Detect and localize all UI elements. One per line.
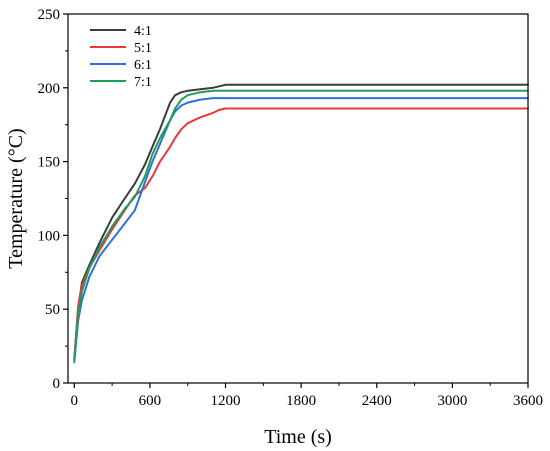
axes: 0 600 1200 1800 2400 3000 3600 0 50 100 150 200 250 (38, 7, 544, 409)
y-tick-label: 200 (38, 81, 61, 97)
series-line-7-1 (73, 89, 529, 362)
x-tick-label: 3600 (513, 393, 543, 409)
y-tick-label: 0 (53, 376, 61, 392)
legend-label: 7:1 (134, 75, 152, 90)
legend-label: 6:1 (134, 58, 152, 73)
y-tick-label: 150 (38, 155, 61, 171)
y-axis-title: Temperature (°C) (5, 128, 27, 268)
x-tick-label: 2400 (362, 393, 392, 409)
x-axis-title: Time (s) (264, 426, 332, 448)
y-tick-label: 100 (38, 228, 61, 244)
y-tick-label: 250 (38, 7, 61, 23)
plot-area (73, 83, 529, 364)
x-tick-label: 1200 (211, 393, 241, 409)
legend-label: 5:1 (134, 41, 152, 56)
series-line-4-1 (73, 83, 529, 361)
x-tick-label: 600 (139, 393, 162, 409)
x-tick-label: 1800 (286, 393, 316, 409)
series-line-6-1 (73, 97, 529, 364)
series-line-5-1 (73, 107, 529, 361)
legend: 4:1 5:1 6:1 7:1 (90, 24, 152, 90)
legend-label: 4:1 (134, 24, 152, 39)
y-tick-label: 50 (45, 302, 60, 318)
x-tick-label: 3000 (437, 393, 467, 409)
x-tick-label: 0 (71, 393, 79, 409)
